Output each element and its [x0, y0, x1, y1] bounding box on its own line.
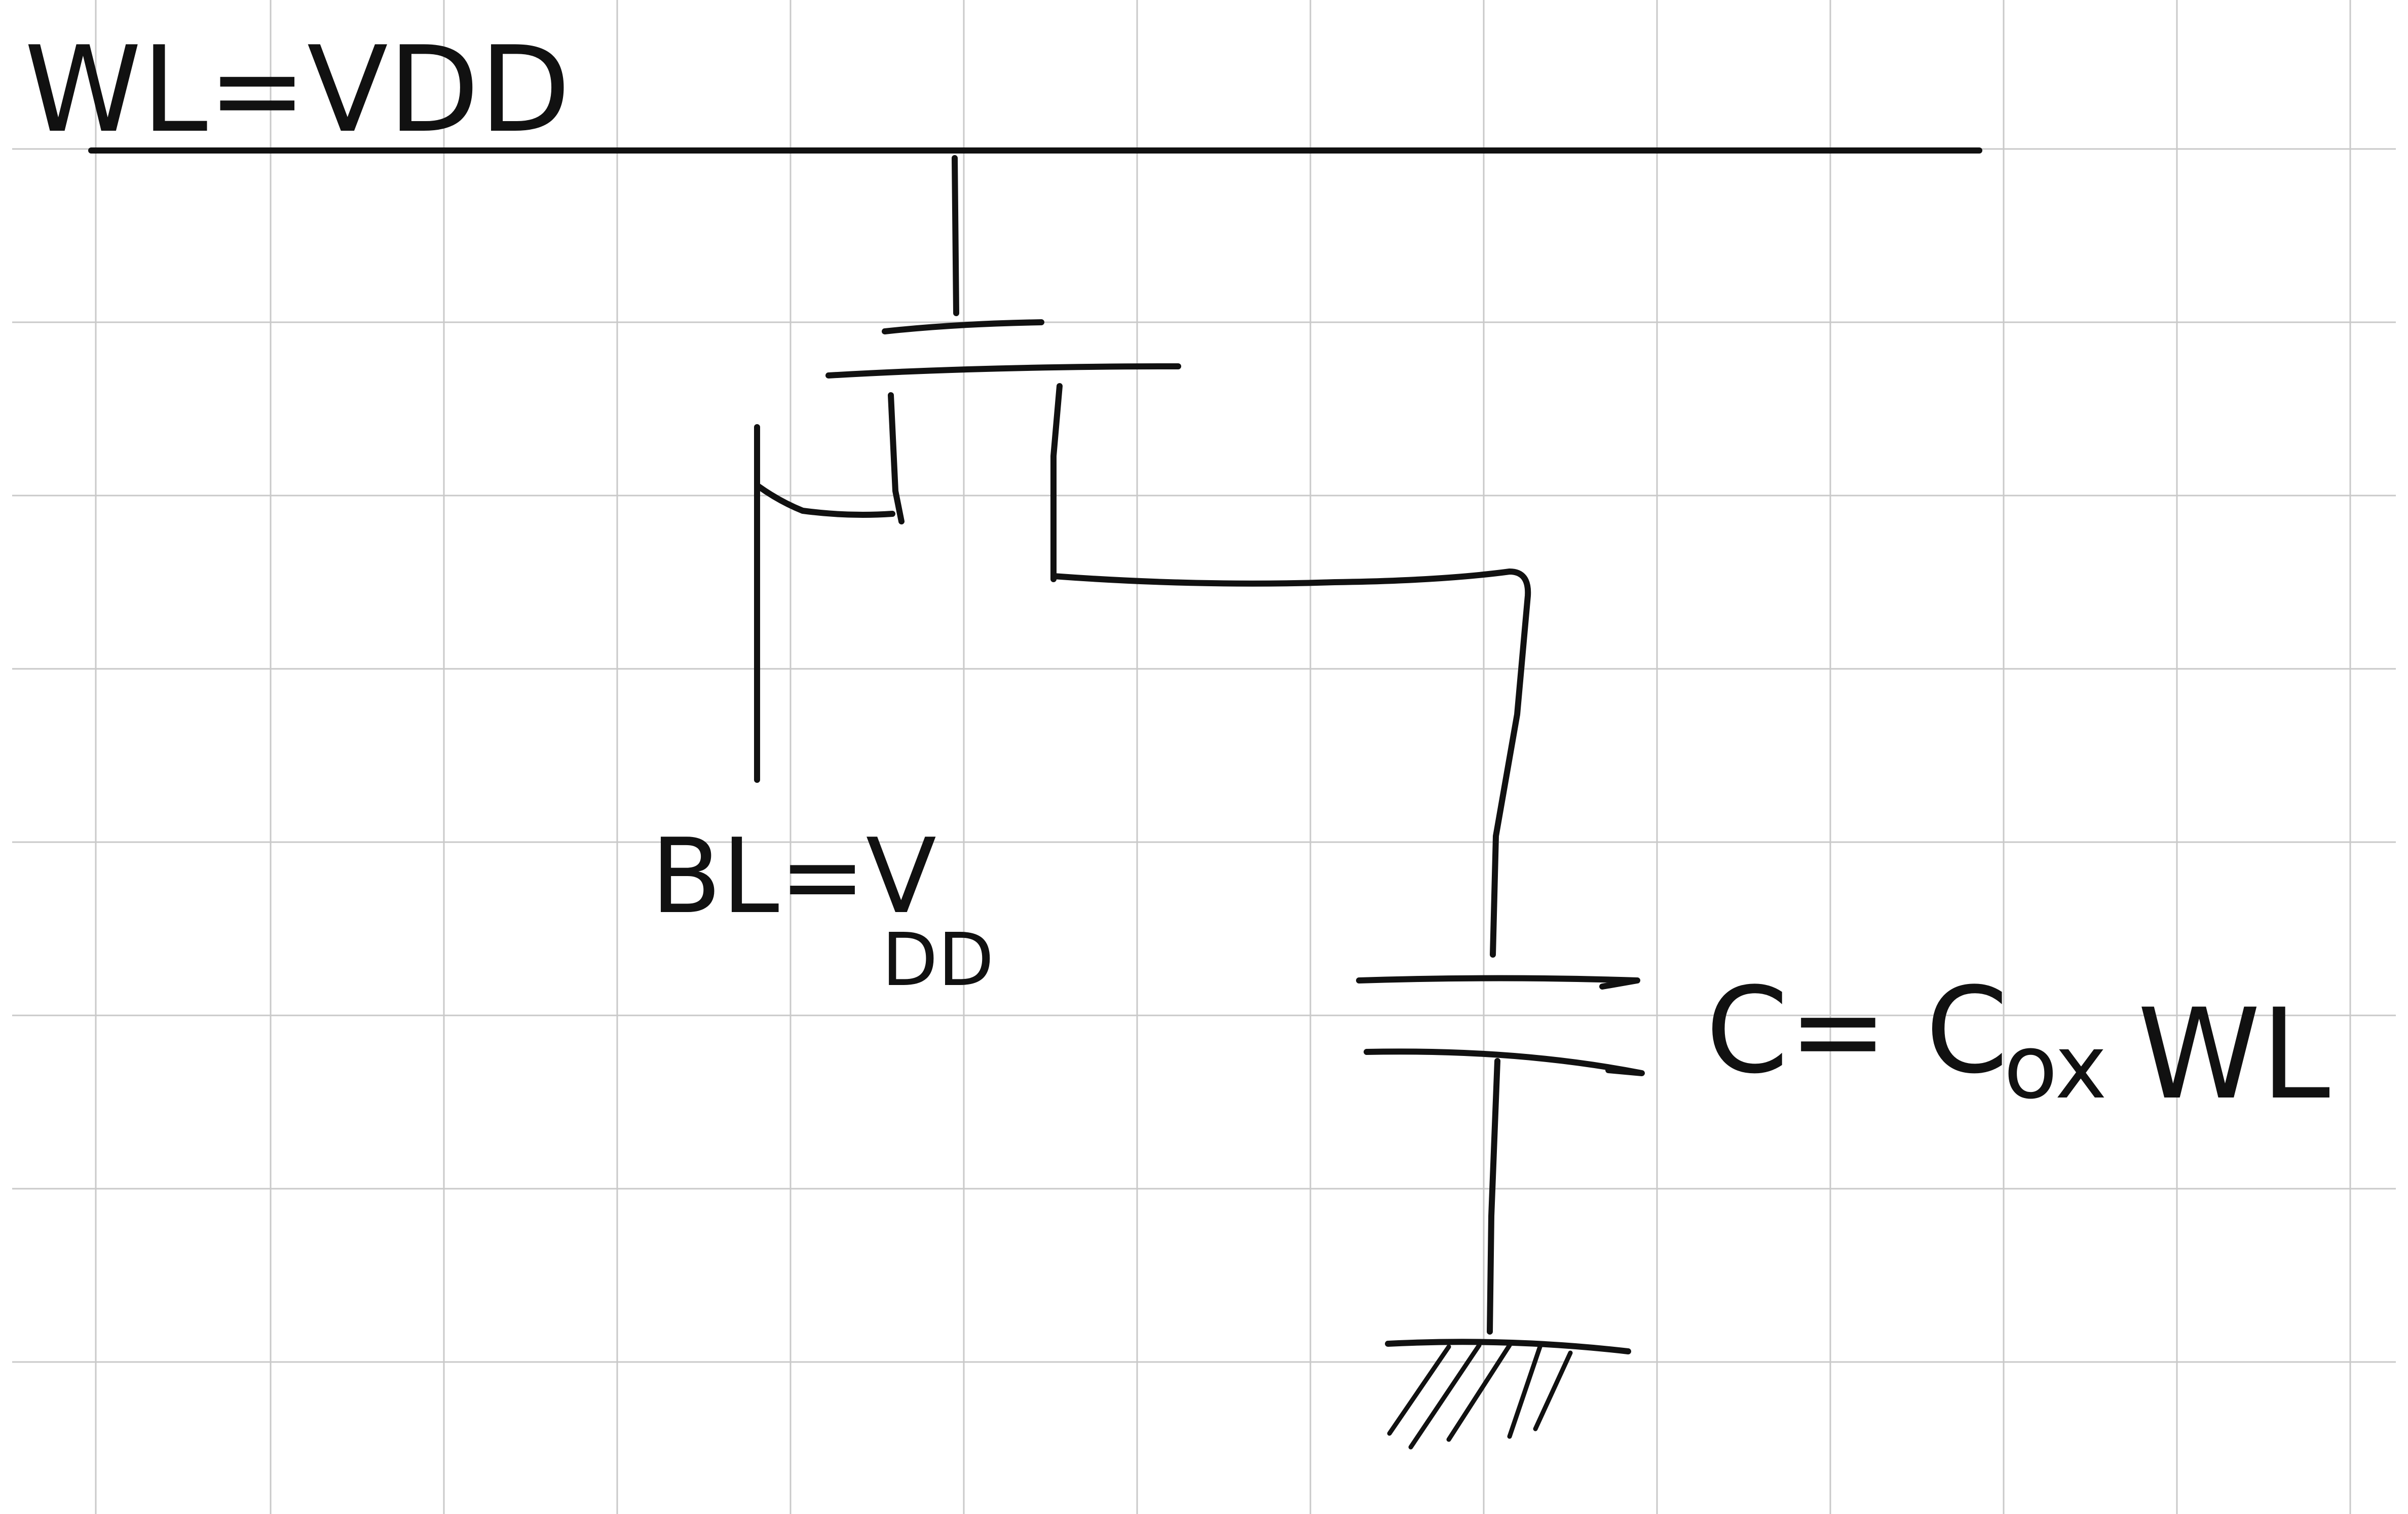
- capacitance-label-subscript: ox: [2004, 1016, 2107, 1119]
- capacitor-to-ground-wire: [1487, 1058, 1500, 1335]
- grid-lines: [12, 0, 2396, 1514]
- bit-line-label-subscript: DD: [882, 917, 994, 1002]
- capacitor-bottom-plate: [1364, 1048, 1645, 1076]
- transistor-gate-plate: [882, 319, 1044, 334]
- paper-background: [12, 0, 2396, 1514]
- capacitance-label: C= C: [1706, 962, 2008, 1100]
- drain-to-capacitor-wire: [1050, 569, 1531, 958]
- word-line-label: WL=VDD: [24, 21, 571, 159]
- transistor-channel: [825, 363, 1181, 378]
- bit-line-label: BL=V: [651, 817, 936, 937]
- ground-icon: [1385, 1339, 1631, 1450]
- gate-lead-wire: [952, 155, 959, 316]
- capacitor-top-plate: [1356, 975, 1640, 990]
- transistor-drain-terminal: [1050, 383, 1063, 582]
- source-to-bitline-wire: [756, 483, 895, 518]
- transistor-source-terminal: [888, 392, 905, 524]
- capacitance-label-tail: WL: [2137, 982, 2330, 1127]
